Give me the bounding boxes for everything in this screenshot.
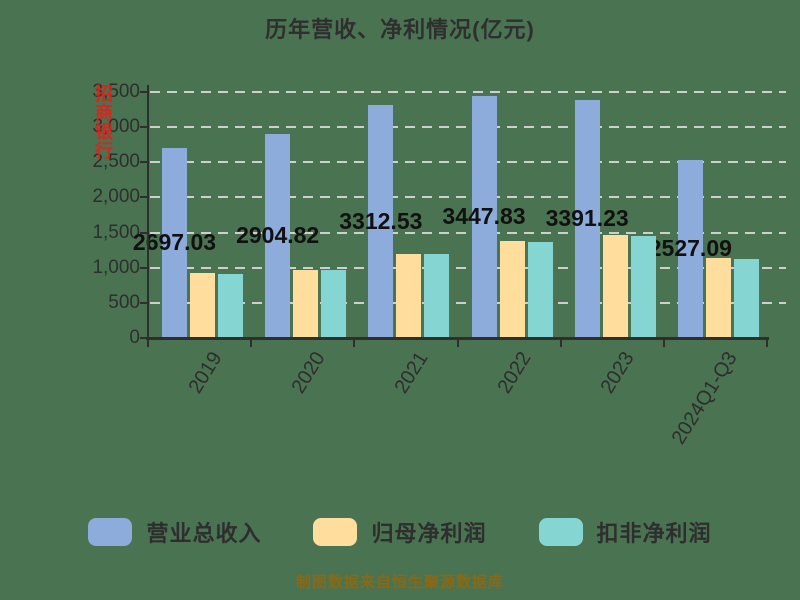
legend-label: 扣非净利润 xyxy=(596,521,712,546)
x-axis-tick xyxy=(147,339,149,347)
x-axis-category-label: 2020 xyxy=(287,348,330,398)
bar-营业总收入-2021 xyxy=(368,105,394,338)
x-axis-category-label: 2022 xyxy=(493,348,536,398)
y-axis-tick-label: 0 xyxy=(129,327,140,348)
y-axis-tick-label: 3,500 xyxy=(92,81,140,102)
legend-label: 归母净利润 xyxy=(371,521,487,546)
y-axis-tick-label: 3,000 xyxy=(92,116,140,138)
y-axis-tick xyxy=(140,337,147,339)
y-axis-tick xyxy=(140,196,147,199)
legend-label: 营业总收入 xyxy=(146,521,262,546)
data-source-note: 制图数据来自恒生聚源数据库 xyxy=(295,574,504,591)
legend-item-non-gaap: 扣非净利润 xyxy=(538,516,712,548)
gridline xyxy=(150,161,786,164)
y-axis-tick xyxy=(140,266,147,269)
bar-营业总收入-2024Q1-Q3 xyxy=(677,160,703,338)
bar-扣非净利润-2024Q1-Q3 xyxy=(733,258,759,338)
bar-扣非净利润-2019 xyxy=(218,273,243,338)
y-axis-tick-label: 1,000 xyxy=(92,256,140,278)
bar-营业总收入-2020 xyxy=(265,133,291,338)
y-axis-tick-label: 1,500 xyxy=(92,221,140,243)
bar-归母净利润-2022 xyxy=(499,240,525,338)
x-axis-tick xyxy=(456,339,459,347)
legend: 营业总收入 归母净利润 扣非净利润 xyxy=(0,516,800,548)
y-axis-tick xyxy=(140,161,147,164)
legend-item-net-profit: 归母净利润 xyxy=(313,516,486,548)
bar-归母净利润-2021 xyxy=(396,253,422,338)
x-axis-tick xyxy=(766,339,768,347)
gridline xyxy=(150,301,786,304)
x-axis-tick xyxy=(353,339,356,347)
gridline xyxy=(150,196,786,199)
y-axis-tick-label: 500 xyxy=(108,291,140,313)
non-gaap-swatch-icon xyxy=(538,518,583,546)
x-axis-tick xyxy=(662,339,665,347)
y-axis-tick xyxy=(140,91,147,93)
bar-营业总收入-2019 xyxy=(162,148,187,338)
stock-name-watermark: 招商银行 xyxy=(93,84,113,160)
bar-扣非净利润-2022 xyxy=(527,241,553,338)
x-axis-tick xyxy=(250,339,253,347)
gridline xyxy=(150,126,786,129)
bar-扣非净利润-2020 xyxy=(321,270,347,338)
legend-item-revenue: 营业总收入 xyxy=(88,516,261,548)
y-axis xyxy=(147,85,149,346)
bar-归母净利润-2020 xyxy=(293,269,319,338)
gridline xyxy=(150,231,786,234)
gridline xyxy=(150,266,786,269)
x-axis-category-label: 2024Q1-Q3 xyxy=(668,348,743,449)
data-label-2020: 2904.82 xyxy=(236,221,320,248)
gridline xyxy=(150,91,786,93)
x-axis xyxy=(146,337,769,340)
y-axis-tick xyxy=(140,126,147,129)
bar-营业总收入-2023 xyxy=(574,99,600,338)
bar-归母净利润-2024Q1-Q3 xyxy=(705,258,731,338)
x-axis-category-label: 2023 xyxy=(596,348,639,398)
y-axis-tick-label: 2,000 xyxy=(92,186,140,208)
revenue-swatch-icon xyxy=(88,518,133,546)
data-label-2023: 3391.23 xyxy=(545,204,629,231)
bar-扣非净利润-2021 xyxy=(424,254,450,338)
x-axis-category-label: 2019 xyxy=(183,348,227,398)
x-axis-category-label: 2021 xyxy=(390,348,433,398)
y-axis-tick xyxy=(140,301,147,304)
data-label-2021: 3312.53 xyxy=(339,207,423,234)
bar-扣非净利润-2023 xyxy=(630,235,656,338)
bar-营业总收入-2022 xyxy=(471,95,497,338)
net-profit-swatch-icon xyxy=(313,518,358,546)
y-axis-tick-label: 2,500 xyxy=(92,151,140,173)
data-label-2022: 3447.83 xyxy=(442,202,526,229)
chart-title: 历年营收、净利情况(亿元) xyxy=(265,17,535,42)
bar-归母净利润-2023 xyxy=(602,234,628,338)
x-axis-tick xyxy=(559,339,562,347)
data-label-2024Q1-Q3: 2527.09 xyxy=(648,235,732,262)
bar-归母净利润-2019 xyxy=(190,272,215,338)
y-axis-tick xyxy=(140,231,147,234)
